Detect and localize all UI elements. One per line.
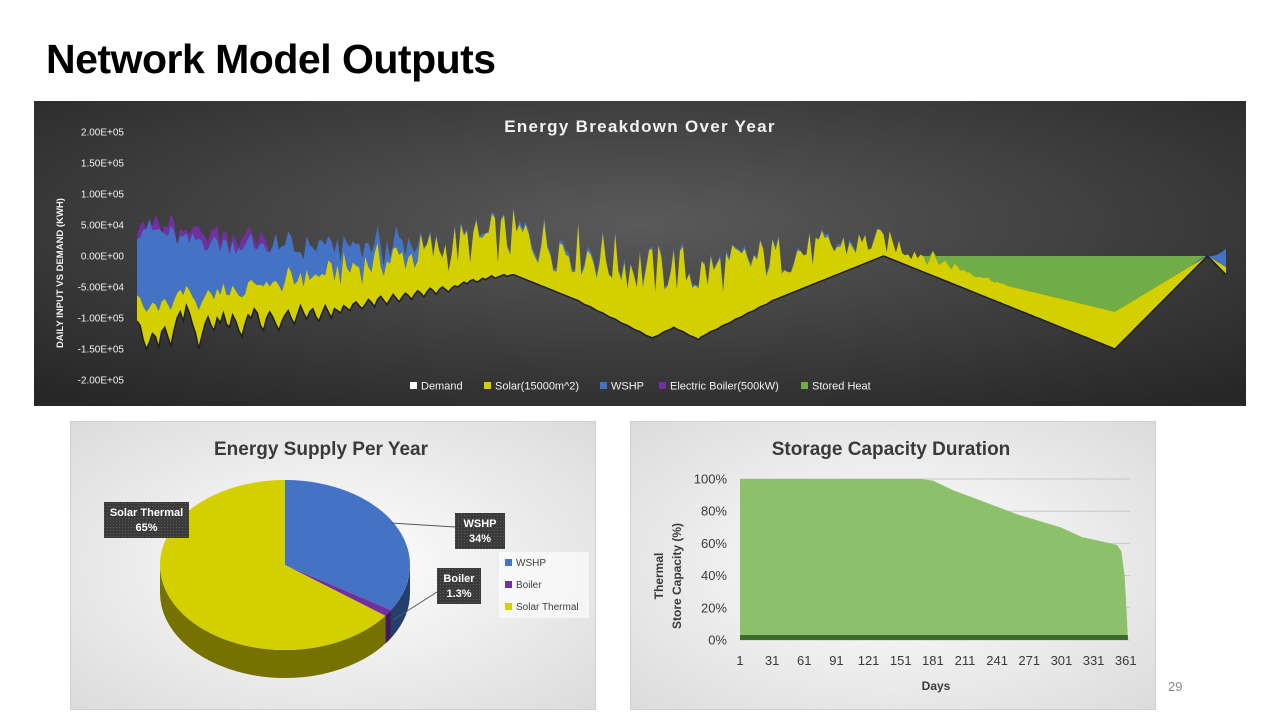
page-number: 29 [1168,679,1183,694]
callout-line [390,522,456,528]
y-tick-label: -1.00E+05 [78,314,125,325]
x-tick-label: 211 [955,653,976,668]
legend-label: Boiler [516,580,542,591]
chart-title: Energy Supply Per Year [214,439,429,460]
pie-slice-side [385,610,391,644]
capacity-area [740,479,1128,640]
x-tick-label: 361 [1115,653,1137,668]
x-tick-label: 301 [1051,653,1073,668]
pie-slice-wshp [285,480,411,611]
legend-swatch [505,581,512,588]
data-label-box [104,502,189,538]
x-tick-label: 1 [736,653,743,668]
data-label-value: 1.3% [446,588,471,600]
y-axis-label-line1: Thermal [652,553,666,600]
data-label-category: Solar Thermal [110,507,183,519]
y-tick-label: 2.00E+05 [81,128,125,139]
x-tick-label: 331 [1083,653,1105,668]
x-tick-label: 271 [1018,653,1040,668]
y-tick-label: 0.00E+00 [81,252,125,263]
x-axis-label: Days [922,679,951,693]
data-label-box [437,568,481,604]
x-tick-label: 61 [797,653,811,668]
x-tick-label: 91 [829,653,843,668]
legend-swatch [505,559,512,566]
legend-swatch [659,382,666,389]
legend-label: WSHP [611,381,644,393]
y-tick-label: -2.00E+05 [78,376,125,387]
pie-slice-solar-thermal [160,480,386,650]
data-label-value: 34% [469,533,491,545]
x-tick-label: 31 [765,653,779,668]
pie-slice-side [160,565,386,678]
y-tick-label: -5.00E+04 [78,283,125,294]
legend-label: Demand [421,381,463,393]
y-tick-label: -1.50E+05 [78,345,125,356]
wshp-area [137,206,1226,312]
legend-swatch [505,603,512,610]
stored-heat-area [137,206,1226,312]
chart-title: Storage Capacity Duration [772,439,1011,460]
y-tick-label: 80% [701,504,727,519]
y-axis-label-line2: Store Capacity (%) [670,523,684,629]
y-tick-label: 20% [701,600,727,615]
legend-swatch [484,382,491,389]
baseline-band [740,635,1128,640]
y-tick-label: 1.50E+05 [81,159,125,170]
storage-capacity-chart: Storage Capacity Duration 0% 20% 40% 60% 80%… [630,421,1156,710]
energy-supply-chart: Energy Supply Per Year WSHP 34% Boiler 1.3%… [70,421,596,710]
y-tick-label: 1.00E+05 [81,190,125,201]
legend-swatch [801,382,808,389]
solar-area [137,209,1226,349]
energy-breakdown-chart: Energy Breakdown Over Year DAILY INPUT V… [34,101,1246,406]
legend-swatch [600,382,607,389]
legend-label: WSHP [516,558,546,569]
legend-label: Solar Thermal [516,602,579,613]
legend-swatch [410,382,417,389]
callout-line [392,591,438,621]
x-tick-label: 181 [922,653,944,668]
legend-label: Stored Heat [812,381,871,393]
y-axis-label: DAILY INPUT VS DEMAND (KWH) [55,198,66,348]
chart-title: Energy Breakdown Over Year [504,117,776,136]
data-label-category: Boiler [443,573,475,585]
data-label-category: WSHP [464,518,497,530]
data-label-value: 65% [135,522,157,534]
legend-label: Solar(15000m^2) [495,381,579,393]
y-tick-label: 60% [701,536,727,551]
y-tick-label: 100% [694,472,728,487]
y-tick-label: 40% [701,568,727,583]
x-tick-label: 121 [858,653,880,668]
legend-box [499,552,589,618]
legend-label: Electric Boiler(500kW) [670,381,779,393]
y-tick-label: 5.00E+04 [81,221,125,232]
pie-slice-boiler [285,565,391,616]
x-tick-label: 241 [986,653,1008,668]
demand-line [136,254,1227,351]
data-label-box [455,513,505,549]
x-tick-label: 151 [890,653,912,668]
page-title: Network Model Outputs [46,36,496,82]
pie-slice-side [390,565,410,639]
y-tick-label: 0% [708,633,727,648]
